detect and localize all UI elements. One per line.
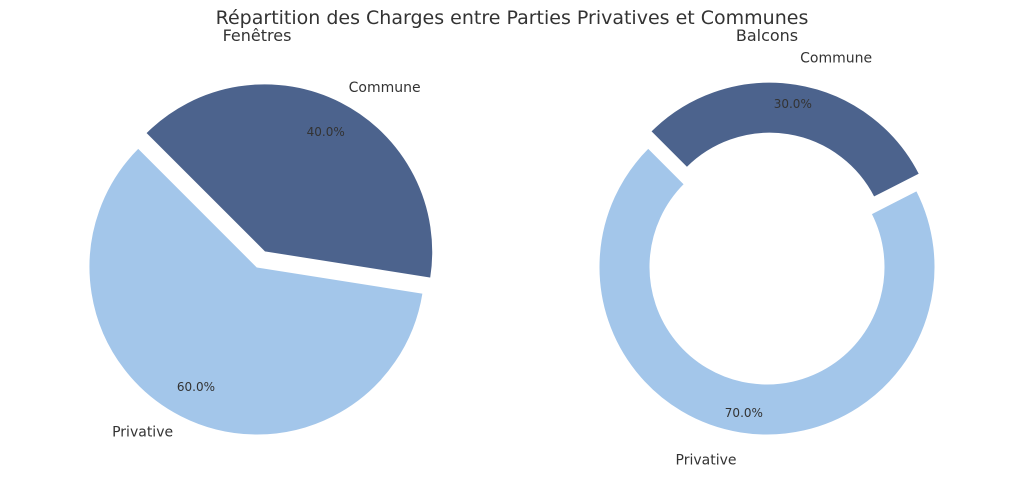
slice-fenetres-commune [145, 83, 434, 279]
figure-title: Répartition des Charges entre Parties Pr… [216, 7, 809, 29]
donut-chart-balcons: Balcons 30.0% Commune 70.0% Privative [598, 26, 936, 468]
slice-balcons-commune [650, 81, 921, 198]
category-label-fenetres-privative: Privative [112, 425, 173, 441]
value-label-fenetres-commune: 40.0% [307, 125, 345, 139]
category-label-balcons-privative: Privative [676, 452, 737, 468]
slice-balcons-privative [598, 147, 936, 436]
pie-chart-fenetres: Fenêtres 40.0% Commune 60.0% Privative [88, 26, 434, 441]
slice-fenetres-privative [88, 147, 424, 436]
value-label-balcons-privative: 70.0% [725, 406, 763, 420]
value-label-fenetres-privative: 60.0% [177, 380, 215, 394]
value-label-balcons-commune: 30.0% [774, 97, 812, 111]
category-label-balcons-commune: Commune [800, 51, 872, 67]
category-label-fenetres-commune: Commune [349, 80, 421, 96]
chart-title-fenetres: Fenêtres [223, 26, 292, 45]
chart-title-balcons: Balcons [736, 26, 798, 45]
